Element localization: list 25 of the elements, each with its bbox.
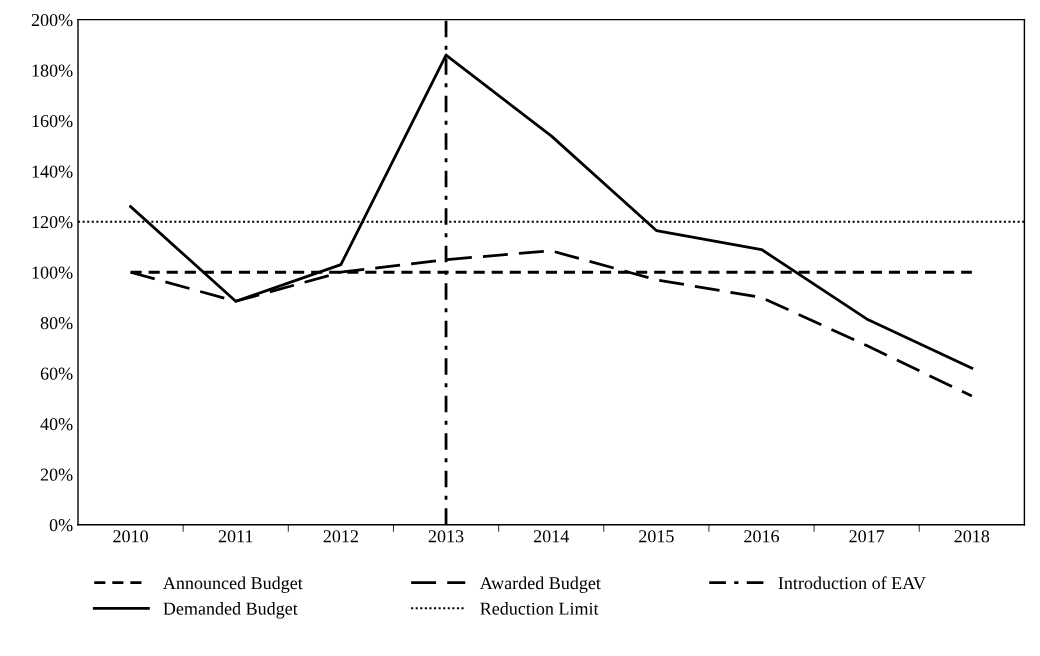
y-tick-label: 40% [40,418,73,431]
y-tick-label: 140% [32,165,73,178]
y-tick-label: 160% [32,114,73,128]
x-tick-label: 2011 [218,530,253,543]
y-tick-label: 60% [40,367,73,380]
x-tick-label: 2013 [428,530,464,543]
x-tick-label: 2015 [639,530,674,543]
x-tick-label: 2016 [744,530,780,543]
y-tick-label: 80% [40,317,73,330]
legend-label: Demanded Budget [163,602,298,619]
x-tick-label: 2017 [849,530,885,543]
x-tick-label: 2012 [323,530,358,543]
x-tick-label: 2010 [113,530,148,543]
y-tick-label: 20% [40,468,73,481]
x-tick-label: 2018 [954,530,990,543]
legend-label: Announced Budget [163,576,303,593]
y-tick-label: 0% [49,519,73,532]
x-tick-label: 2014 [533,530,569,543]
y-tick-label: 100% [32,266,73,279]
y-tick-label: 180% [32,64,73,77]
y-tick-label: 200% [31,13,73,27]
y-tick-label: 120% [32,215,73,229]
legend-label: Reduction Limit [480,602,599,615]
legend-label: Awarded Budget [479,576,601,593]
legend-label: Introduction of EAV [778,576,926,590]
